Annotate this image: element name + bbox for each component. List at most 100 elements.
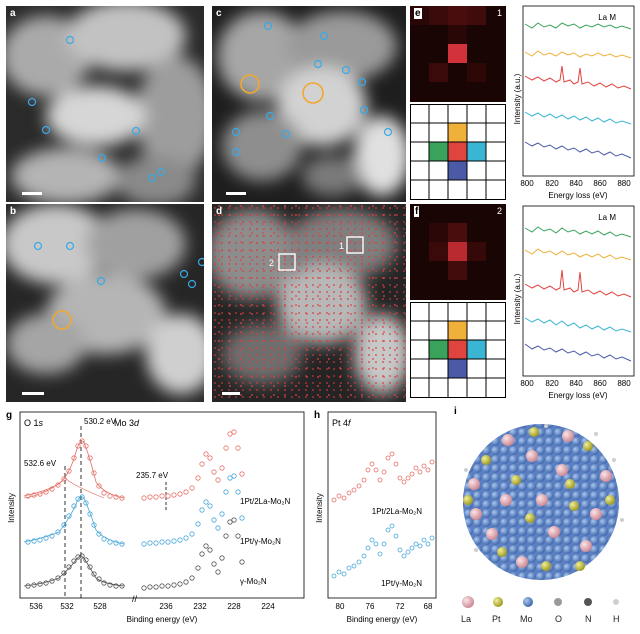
tick-236: 236: [159, 602, 173, 611]
xlabel-g: Binding energy (eV): [127, 615, 198, 624]
spectrum-red: [524, 65, 632, 90]
sample-label-1pt2la: 1Pt/2La-Mo₂N: [240, 497, 290, 506]
haadf-image-a: a: [6, 6, 204, 202]
panel-label-f: f: [414, 206, 420, 217]
annotation-235-7: 235.7 eV: [136, 471, 169, 480]
spectrum-navy: [524, 141, 632, 159]
annotation-530-2: 530.2 eV: [84, 417, 117, 426]
model-panel-i: i: [446, 406, 636, 630]
mo3d-series-1pt-gamma: [141, 473, 245, 547]
legend-label-h: H: [613, 614, 620, 624]
haadf-image-b-art: [6, 204, 204, 402]
legend-label-o: O: [555, 614, 563, 624]
eels-element-label: La M: [598, 13, 616, 22]
axis-break: //: [132, 594, 138, 604]
tick-880: 880: [617, 179, 631, 188]
pt4f-series-1pt2la: [331, 451, 435, 503]
spectrum-green: [524, 22, 632, 30]
tick-232: 232: [193, 602, 207, 611]
ylabel-h: Intensity: [315, 493, 324, 523]
scale-bar: [22, 192, 42, 195]
tick-536: 536: [29, 602, 43, 611]
o1s-series-1pt2la: [23, 438, 125, 501]
eels-xlabel: Energy loss (eV): [548, 391, 607, 400]
tick-820: 820: [545, 379, 559, 388]
spectrum-cyan: [524, 111, 632, 125]
label-mo3d: Mo 3d: [114, 418, 140, 428]
spectrum-green: [524, 226, 632, 238]
xlabel-h: Binding energy (eV): [347, 615, 418, 624]
tick-820: 820: [545, 179, 559, 188]
eels-map-d-art: [212, 204, 406, 402]
legend-swatch-pt: [493, 597, 503, 607]
mo3d-series-gamma: [141, 517, 245, 591]
haadf-image-c-art: [212, 6, 406, 202]
legend-swatch-o: [554, 598, 562, 606]
la-map-f: f 2: [410, 204, 506, 300]
sample-label-1pt-gamma: 1Pt/γ-Mo₂N: [381, 579, 422, 588]
pixel-grid-f: [410, 302, 506, 398]
spectrum-navy: [524, 343, 632, 362]
eels-ylabel: Intensity (a.u.): [513, 73, 522, 124]
legend-swatch-h: [613, 599, 619, 605]
scale-bar: [226, 192, 246, 195]
eels-element-label: La M: [598, 213, 616, 222]
tick-860: 860: [593, 379, 607, 388]
pixel-grid-e: [410, 104, 506, 200]
spectrum-orange: [524, 50, 632, 59]
legend-swatch-la: [462, 596, 474, 608]
panel-label-h: h: [314, 410, 320, 421]
eels-spectra-f: La M Intensity (a.u.) 800 820 840 860 88…: [513, 205, 635, 400]
tick-800: 800: [520, 379, 534, 388]
spectrum-orange: [524, 248, 632, 261]
o1s-series-1pt-gamma: [23, 494, 125, 547]
scale-bar: [222, 392, 240, 395]
box-label-2: 2: [269, 258, 275, 268]
tick-800: 800: [520, 179, 534, 188]
tick-68: 68: [424, 602, 433, 611]
xps-panel-g: g Intensity O 1s Mo 3d 530.2 eV 532.6 eV…: [6, 410, 305, 624]
mo3d-series-1pt2la: [141, 429, 245, 501]
tick-224: 224: [261, 602, 275, 611]
title-pt4f: Pt 4f: [332, 418, 352, 428]
la-map-f-art: [410, 204, 506, 300]
o1s-series-gamma: [23, 553, 125, 589]
ylabel-g: Intensity: [7, 493, 16, 523]
scale-bar: [22, 392, 44, 395]
map-index-f: 2: [496, 206, 502, 216]
tick-72: 72: [396, 602, 405, 611]
xps-panel-h: h Pt 4f Intensity 1Pt/2La-Mo₂N 1Pt/γ-Mo₂…: [314, 410, 437, 624]
eels-spectra-e: La M Intensity (a.u.) 800 820 840 860 88…: [513, 5, 635, 200]
panel-label-a: a: [10, 8, 16, 19]
panel-label-c: c: [216, 8, 222, 19]
eels-map-d: d 2 1: [212, 204, 406, 402]
haadf-image-c: c: [212, 6, 406, 202]
box-label-1: 1: [339, 241, 345, 251]
panel-label-e: e: [414, 8, 422, 19]
map-index-e: 1: [496, 8, 502, 18]
la-map-e: e 1: [410, 6, 506, 102]
legend-swatch-n: [584, 598, 592, 606]
tick-840: 840: [569, 379, 583, 388]
label-o1s: O 1s: [24, 418, 44, 428]
spectrum-red: [524, 269, 632, 298]
sample-label-gamma: γ-Mo₂N: [240, 577, 267, 586]
pt4f-series-1pt-gamma: [331, 523, 435, 579]
legend-label-pt: Pt: [492, 614, 501, 624]
spectrum-cyan: [524, 317, 632, 333]
panel-label-i: i: [454, 406, 457, 417]
tick-228: 228: [227, 602, 241, 611]
panel-label-d: d: [216, 206, 223, 217]
legend-label-la: La: [461, 614, 472, 624]
legend-swatch-mo: [523, 597, 533, 607]
tick-532: 532: [60, 602, 74, 611]
eels-xlabel: Energy loss (eV): [548, 191, 607, 200]
annotation-532-6: 532.6 eV: [24, 459, 57, 468]
legend-label-n: N: [585, 614, 592, 624]
sample-label-1pt2la: 1Pt/2La-Mo₂N: [372, 507, 422, 516]
nanoparticle-model: [463, 424, 624, 580]
tick-880: 880: [617, 379, 631, 388]
panel-label-b: b: [10, 206, 17, 217]
legend-label-mo: Mo: [520, 614, 533, 624]
tick-76: 76: [366, 602, 375, 611]
